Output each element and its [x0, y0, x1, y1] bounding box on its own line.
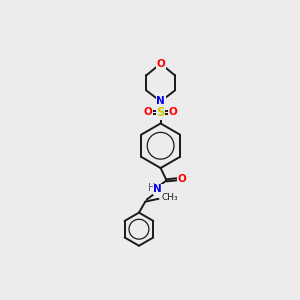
Text: N: N	[153, 184, 162, 194]
Text: S: S	[156, 106, 165, 119]
Text: CH₃: CH₃	[162, 193, 178, 202]
Text: O: O	[177, 174, 186, 184]
Text: O: O	[144, 107, 153, 117]
Text: O: O	[169, 107, 177, 117]
Text: O: O	[156, 58, 165, 69]
Text: H: H	[148, 183, 155, 194]
Text: N: N	[156, 96, 165, 106]
